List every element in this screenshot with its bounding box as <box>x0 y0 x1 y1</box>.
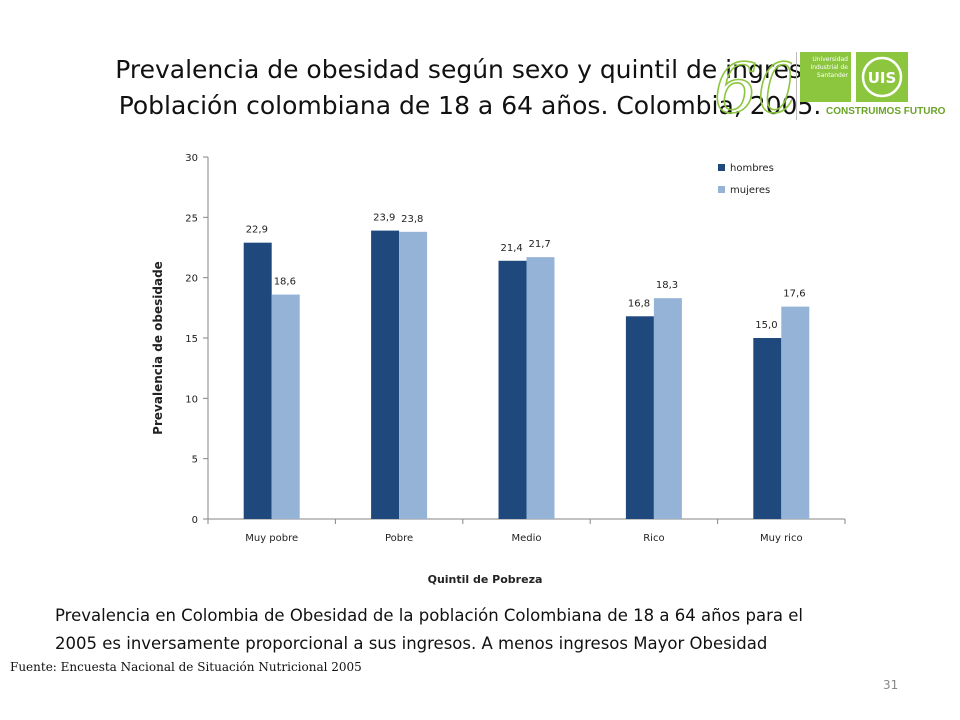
legend-swatch-hombres <box>718 164 725 171</box>
summary-note: Prevalencia en Colombia de Obesidad de l… <box>55 602 945 658</box>
bar-mujeres <box>653 298 682 519</box>
uis-logo: UIS <box>856 52 908 102</box>
data-label-mujeres: 17,6 <box>783 289 805 300</box>
y-axis-label: Prevalencia de obesidade <box>151 261 165 435</box>
legend-swatch-mujeres <box>718 186 725 193</box>
data-label-mujeres: 23,8 <box>401 214 423 225</box>
university-logo-line-1: Universidad <box>812 56 848 63</box>
page-number: 31 <box>883 678 899 692</box>
uis-logo-text: UIS <box>868 69 897 87</box>
data-label-hombres: 16,8 <box>628 298 650 309</box>
data-label-hombres: 23,9 <box>373 213 395 224</box>
title-line-2: Población colombiana de 18 a 64 años. Co… <box>118 91 822 120</box>
category-label: Muy pobre <box>245 533 298 544</box>
data-label-hombres: 21,4 <box>501 243 523 254</box>
category-label: Rico <box>643 533 664 544</box>
anniversary-60-text: 60 <box>714 50 792 126</box>
y-tick-label: 10 <box>185 394 198 405</box>
note-line-1: Prevalencia en Colombia de Obesidad de l… <box>55 606 803 625</box>
bar-hombres <box>498 260 527 519</box>
bar-mujeres <box>399 231 428 519</box>
bar-mujeres <box>526 257 555 519</box>
x-axis-label: Quintil de Pobreza <box>428 573 543 586</box>
title-line-1: Prevalencia de obesidad según sexo y qui… <box>115 55 825 84</box>
y-tick-label: 5 <box>192 455 198 466</box>
data-label-hombres: 22,9 <box>246 225 268 236</box>
note-line-2: 2005 es inversamente proporcional a sus … <box>55 634 768 653</box>
university-logo-line-3: Santander <box>816 72 848 79</box>
bar-hombres <box>753 338 782 519</box>
bar-hombres <box>625 316 654 519</box>
data-label-mujeres: 18,3 <box>656 280 678 291</box>
anniversary-60-logo: 60 <box>713 49 792 126</box>
legend-label-hombres: hombres <box>730 163 774 174</box>
data-label-mujeres: 18,6 <box>274 277 296 288</box>
legend-label-mujeres: mujeres <box>730 185 770 196</box>
y-tick-label: 25 <box>185 213 198 224</box>
university-logo-line-2: Industrial de <box>810 64 848 71</box>
logo-separator <box>796 52 797 120</box>
y-tick-label: 30 <box>185 153 198 164</box>
slogan-text: CONSTRUIMOS FUTURO <box>826 106 946 117</box>
data-label-mujeres: 21,7 <box>529 239 551 250</box>
bar-mujeres <box>271 294 300 519</box>
category-label: Muy rico <box>760 533 803 544</box>
source-citation: Fuente: Encuesta Nacional de Situación N… <box>10 660 362 674</box>
bar-mujeres <box>781 306 810 519</box>
bar-hombres <box>243 242 272 519</box>
y-tick-label: 15 <box>185 334 198 345</box>
y-tick-label: 0 <box>192 515 198 526</box>
bar-hombres <box>371 230 400 519</box>
bar-chart: 0 5 10 15 20 25 30 22,9 18,6 Muy pobre 23,9 23,8 Po… <box>151 153 846 586</box>
data-label-hombres: 15,0 <box>755 320 777 331</box>
slide-title: Prevalencia de obesidad según sexo y qui… <box>100 52 840 124</box>
university-logo: Universidad Industrial de Santander <box>800 52 851 102</box>
category-label: Medio <box>511 533 541 544</box>
category-label: Pobre <box>385 533 413 544</box>
y-tick-label: 20 <box>185 274 198 285</box>
